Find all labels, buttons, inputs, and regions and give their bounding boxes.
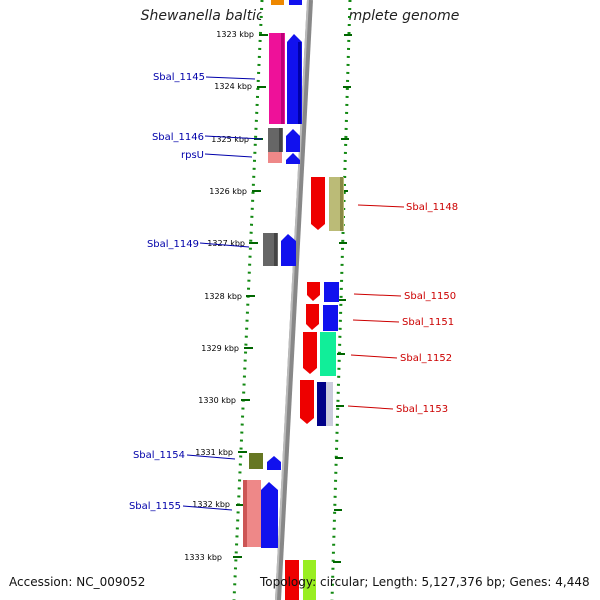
gene-feature[interactable] bbox=[303, 332, 317, 374]
gene-feature[interactable] bbox=[286, 153, 300, 164]
tick-label: 1326 kbp bbox=[209, 187, 247, 196]
gene-feature[interactable] bbox=[281, 234, 296, 266]
gene-feature[interactable] bbox=[249, 453, 263, 469]
gene-feature[interactable] bbox=[303, 560, 316, 600]
gene-feature[interactable] bbox=[261, 482, 278, 548]
tick-label: 1325 kbp bbox=[211, 135, 249, 144]
gene-feature[interactable] bbox=[289, 0, 302, 5]
gene-label[interactable]: Sbal_1150 bbox=[404, 291, 456, 302]
gene-label[interactable]: Sbal_1152 bbox=[400, 353, 452, 364]
gene-feature[interactable] bbox=[311, 177, 325, 230]
gene-label[interactable]: Sbal_1151 bbox=[402, 317, 454, 328]
gene-label[interactable]: Sbal_1149 bbox=[147, 239, 199, 250]
gene-label[interactable]: Sbal_1148 bbox=[406, 202, 458, 213]
tick-label: 1328 kbp bbox=[204, 292, 242, 301]
tick-label: 1333 kbp bbox=[184, 553, 222, 562]
genome-backbone bbox=[275, 0, 313, 600]
gene-feature[interactable] bbox=[307, 282, 320, 301]
gene-label[interactable]: Sbal_1155 bbox=[129, 501, 181, 512]
tick-label: 1323 kbp bbox=[216, 30, 254, 39]
tick-label: 1332 kbp bbox=[192, 500, 230, 509]
topology-text: Topology: circular; Length: 5,127,376 bp… bbox=[260, 575, 590, 589]
gene-label[interactable]: Sbal_1153 bbox=[396, 404, 448, 415]
gene-feature[interactable] bbox=[243, 480, 261, 547]
gene-label[interactable]: Sbal_1154 bbox=[133, 450, 185, 461]
gene-feature[interactable] bbox=[320, 332, 336, 376]
gene-feature[interactable] bbox=[285, 560, 299, 600]
gene-label[interactable]: Sbal_1146 bbox=[152, 132, 204, 143]
tick-label: 1329 kbp bbox=[201, 344, 239, 353]
tick-label: 1327 kbp bbox=[207, 239, 245, 248]
gene-label[interactable]: rpsU bbox=[181, 150, 204, 161]
accession-text: Accession: NC_009052 bbox=[9, 575, 146, 589]
gene-feature[interactable] bbox=[300, 380, 314, 424]
gene-feature[interactable] bbox=[286, 129, 300, 152]
gene-feature[interactable] bbox=[306, 304, 319, 330]
tick-label: 1331 kbp bbox=[195, 448, 233, 457]
gene-feature[interactable] bbox=[268, 152, 282, 163]
tick-label: 1330 kbp bbox=[198, 396, 236, 405]
gene-feature[interactable] bbox=[267, 456, 281, 470]
tick-label: 1324 kbp bbox=[214, 82, 252, 91]
gene-label[interactable]: Sbal_1145 bbox=[153, 72, 205, 83]
gene-feature[interactable] bbox=[271, 0, 284, 5]
gene-feature[interactable] bbox=[323, 305, 338, 331]
gene-feature[interactable] bbox=[324, 282, 339, 302]
